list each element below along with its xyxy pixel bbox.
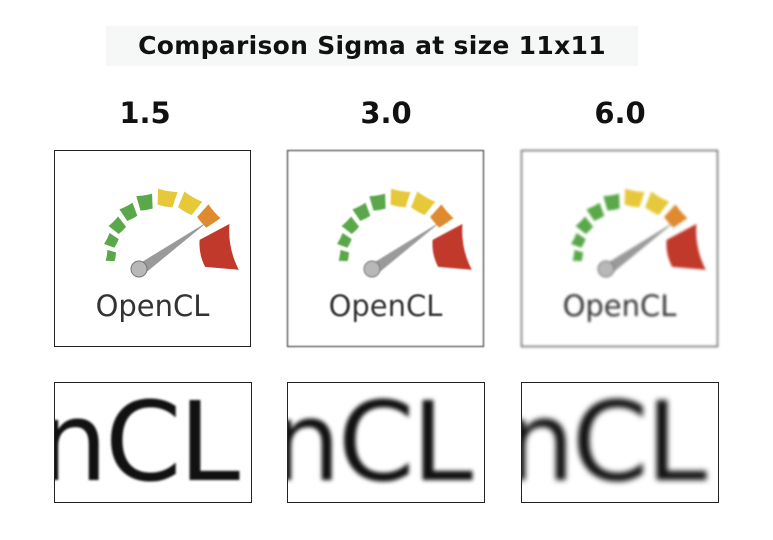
logo-panel-3: OpenCL xyxy=(521,150,718,347)
gauge-segment-8 xyxy=(662,202,690,229)
logo-text-3: OpenCL xyxy=(562,289,677,323)
zoom-crop-2: nCL xyxy=(287,382,485,503)
gauge-segment-9 xyxy=(198,222,241,271)
gauge-segment-7 xyxy=(409,189,437,217)
logo-panel-2: OpenCL xyxy=(287,150,484,347)
gauge-segment-1 xyxy=(571,248,585,263)
logo-text-2: OpenCL xyxy=(328,289,443,323)
gauge-segment-4 xyxy=(117,201,139,223)
gauge-icon xyxy=(569,187,708,278)
gauge-hub xyxy=(363,260,381,278)
logo-text-1: OpenCL xyxy=(95,289,210,323)
zoom-crop-text-3: nCL xyxy=(521,382,707,503)
gauge-segment-3 xyxy=(339,214,361,236)
gauge-segment-7 xyxy=(176,189,204,217)
gauge-segment-5 xyxy=(135,192,154,212)
gauge-icon xyxy=(335,187,474,278)
gauge-segment-8 xyxy=(428,202,456,229)
gauge-hub xyxy=(130,260,148,278)
gauge-icon xyxy=(102,187,241,278)
gauge-segment-1 xyxy=(104,248,118,263)
sigma-label-2: 3.0 xyxy=(360,96,412,130)
sigma-label-3: 6.0 xyxy=(594,96,646,130)
gauge-segment-6 xyxy=(156,187,179,209)
gauge-segment-8 xyxy=(195,202,223,229)
gauge-segment-9 xyxy=(431,222,474,271)
gauge-needle xyxy=(370,221,442,275)
gauge-segment-5 xyxy=(368,192,387,212)
gauge-segment-3 xyxy=(573,214,595,236)
gauge-segment-7 xyxy=(643,189,671,217)
gauge-segment-2 xyxy=(569,231,587,249)
gauge-needle xyxy=(137,221,209,275)
zoom-crop-text-2: nCL xyxy=(287,382,473,503)
gauge-segment-5 xyxy=(602,192,621,212)
gauge-segment-4 xyxy=(350,201,372,223)
gauge-segment-1 xyxy=(337,248,351,263)
gauge-needle xyxy=(604,221,676,275)
gauge-hub xyxy=(597,260,615,278)
gauge-segment-4 xyxy=(584,201,606,223)
sigma-label-1: 1.5 xyxy=(119,96,171,130)
logo-panel-1: OpenCL xyxy=(54,150,251,347)
zoom-crop-text-1: nCL xyxy=(54,382,240,503)
page-title: Comparison Sigma at size 11x11 xyxy=(106,26,638,66)
gauge-segment-2 xyxy=(335,231,353,249)
gauge-segment-2 xyxy=(102,231,120,249)
gauge-segment-6 xyxy=(389,187,412,209)
gauge-segment-6 xyxy=(623,187,646,209)
zoom-crop-3: nCL xyxy=(521,382,719,503)
gauge-segment-9 xyxy=(665,222,708,271)
zoom-crop-1: nCL xyxy=(54,382,252,503)
gauge-segment-3 xyxy=(106,214,128,236)
